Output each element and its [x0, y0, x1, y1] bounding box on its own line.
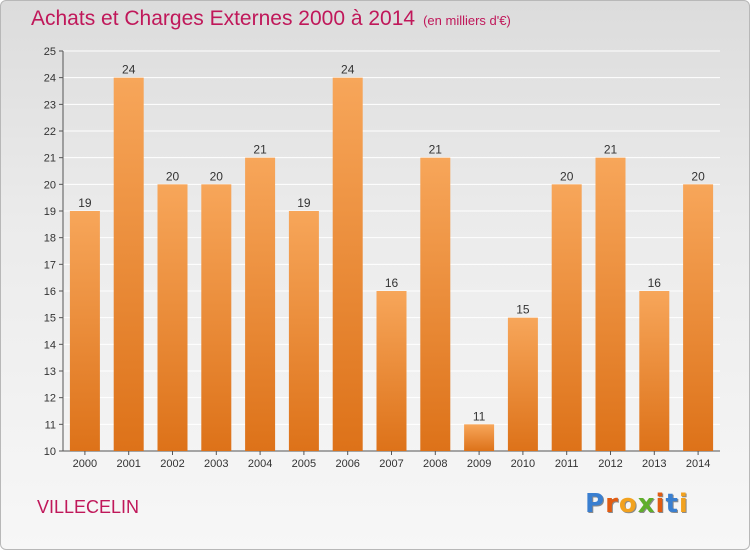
y-tick-label: 20: [44, 179, 56, 191]
data-label: 20: [166, 169, 180, 183]
x-tick-label: 2001: [116, 458, 140, 470]
x-tick-label: 2003: [204, 458, 228, 470]
y-tick-label: 24: [44, 73, 56, 85]
x-tick-label: 2006: [335, 458, 359, 470]
bar: [376, 291, 407, 451]
x-tick-label: 2000: [73, 458, 97, 470]
y-tick-label: 15: [44, 313, 56, 325]
bar: [245, 157, 276, 451]
x-tick-label: 2014: [686, 458, 710, 470]
data-label: 24: [122, 63, 136, 77]
commune-name: VILLECELIN: [37, 497, 140, 517]
bar: [507, 317, 538, 451]
y-tick-label: 19: [44, 206, 56, 218]
y-tick-label: 16: [44, 286, 56, 298]
logo-letter: i: [655, 489, 666, 519]
x-tick-label: 2012: [598, 458, 622, 470]
y-tick-label: 11: [45, 419, 56, 431]
bar: [464, 424, 495, 451]
bar: [69, 211, 100, 451]
x-tick-label: 2009: [467, 458, 491, 470]
y-tick-label: 10: [44, 446, 56, 458]
data-label: 21: [253, 143, 267, 157]
y-tick-label: 13: [44, 366, 56, 378]
data-label: 24: [341, 63, 355, 77]
data-label: 16: [648, 276, 662, 290]
bar: [420, 157, 451, 451]
y-tick-label: 22: [44, 126, 56, 138]
x-tick-label: 2007: [379, 458, 403, 470]
bar: [683, 184, 714, 452]
y-tick-label: 14: [44, 339, 56, 351]
bar: [551, 184, 582, 452]
proxiti-logo[interactable]: Proxiti: [585, 489, 689, 519]
bar: [157, 184, 188, 452]
bar: [595, 157, 626, 451]
y-tick-label: 23: [44, 99, 56, 111]
bar: [201, 184, 232, 452]
data-label: 19: [78, 196, 92, 210]
data-label: 15: [516, 303, 530, 317]
bar: [113, 77, 144, 452]
x-tick-label: 2005: [292, 458, 316, 470]
bar: [332, 77, 363, 452]
data-label: 20: [691, 169, 705, 183]
chart-title-text: Achats et Charges Externes 2000 à 2014: [31, 7, 416, 30]
x-tick-label: 2013: [642, 458, 666, 470]
data-label: 21: [429, 143, 443, 157]
logo-letter: t: [665, 489, 679, 519]
x-tick-label: 2002: [160, 458, 184, 470]
y-tick-label: 21: [44, 153, 56, 165]
data-label: 19: [297, 196, 311, 210]
bar: [639, 291, 670, 451]
logo-letter: i: [678, 489, 689, 519]
x-tick-label: 2008: [423, 458, 447, 470]
data-label: 16: [385, 276, 399, 290]
y-tick-label: 12: [44, 393, 56, 405]
logo-letter: P: [585, 489, 606, 519]
data-label: 20: [560, 169, 574, 183]
y-tick-label: 18: [44, 233, 56, 245]
logo-letter: r: [605, 489, 619, 519]
bar: [288, 211, 319, 451]
x-tick-label: 2010: [511, 458, 535, 470]
chart-title: Achats et Charges Externes 2000 à 2014 (e…: [31, 7, 511, 31]
data-label: 20: [210, 169, 224, 183]
data-label: 21: [604, 143, 618, 157]
logo-letter: o: [618, 489, 638, 519]
y-tick-label: 25: [44, 46, 56, 58]
logo-letter: x: [637, 489, 656, 519]
x-tick-label: 2004: [248, 458, 272, 470]
x-tick-label: 2011: [555, 458, 579, 470]
chart-unit: (en milliers d'€): [423, 13, 511, 28]
y-tick-label: 17: [44, 259, 56, 271]
data-label: 11: [473, 409, 486, 423]
